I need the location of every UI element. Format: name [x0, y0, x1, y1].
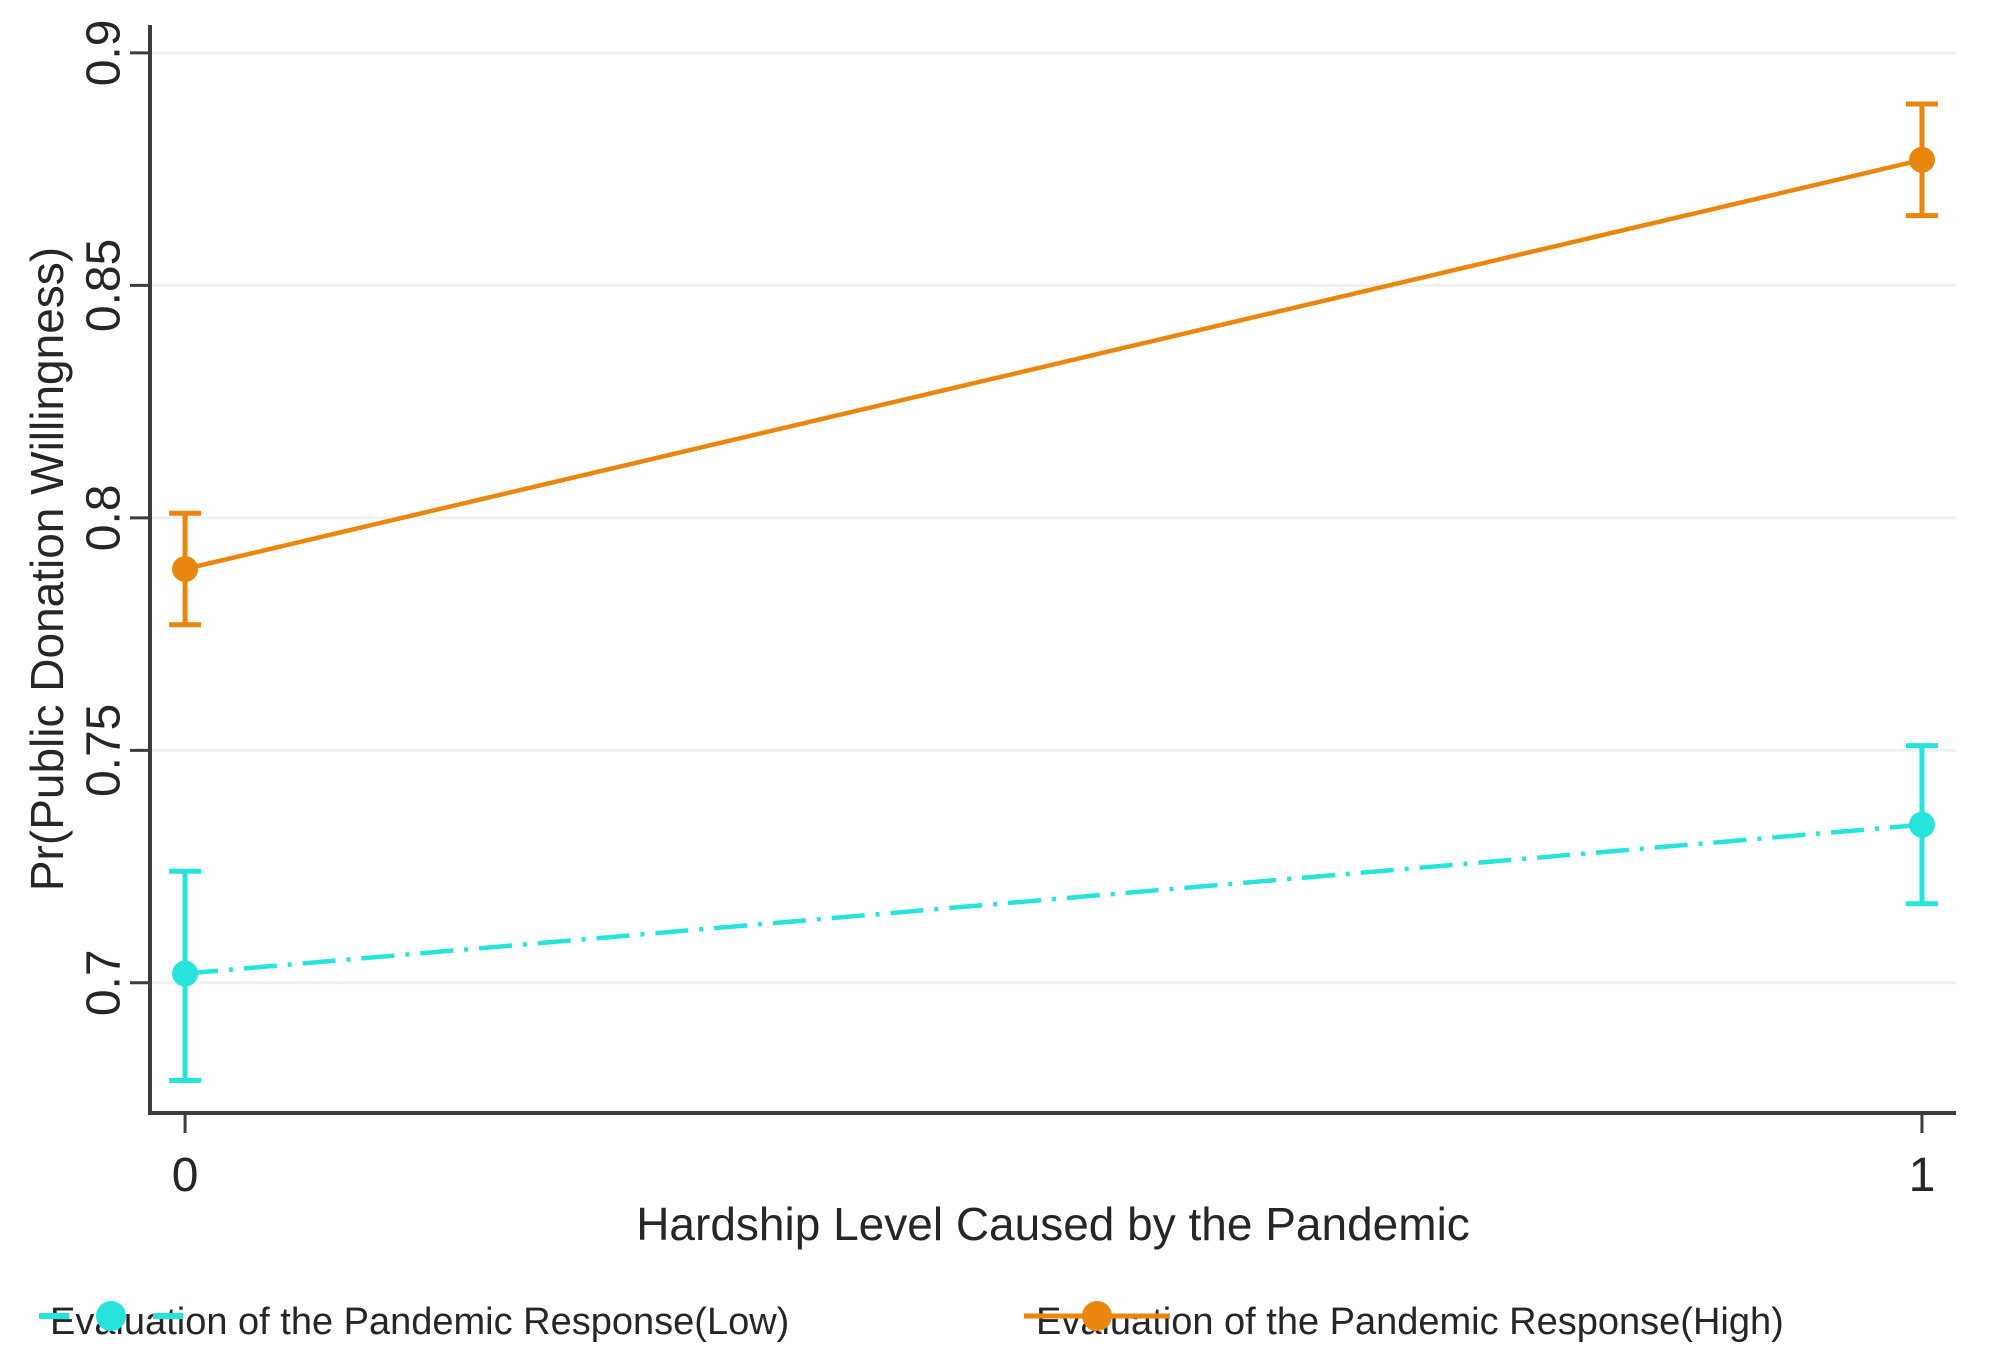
legend-label-low: Evaluation of the Pandemic Response(Low)	[50, 1300, 790, 1343]
data-point	[172, 960, 199, 987]
data-point	[172, 556, 199, 582]
x-tick-label: 0	[172, 1149, 199, 1202]
series-line-1	[184, 157, 1923, 572]
legend-dot	[96, 1301, 126, 1331]
legend-dot	[1082, 1301, 1112, 1331]
y-tick-label: 0.8	[78, 484, 131, 551]
series-line-0	[184, 822, 1923, 976]
data-point	[1908, 811, 1935, 838]
legend-marker-high-icon	[1024, 1301, 1170, 1331]
legend-marker-low-icon	[39, 1301, 183, 1331]
y-tick-label: 0.85	[78, 239, 131, 332]
legend-item-high: Evaluation of the Pandemic Response(High…	[1022, 1294, 1784, 1350]
legend-label-high: Evaluation of the Pandemic Response(High…	[1036, 1300, 1784, 1343]
y-tick-label: 0.7	[78, 949, 131, 1016]
y-tick-label: 0.75	[78, 704, 131, 797]
legend-item-low: Evaluation of the Pandemic Response(Low)	[36, 1294, 789, 1350]
y-axis-title: Pr(Public Donation Willingness)	[21, 247, 73, 891]
data-point	[1908, 146, 1935, 173]
y-tick-label: 0.9	[78, 20, 131, 87]
legend: Evaluation of the Pandemic Response(Low)…	[0, 1294, 2011, 1350]
x-axis-title: Hardship Level Caused by the Pandemic	[636, 1198, 1470, 1250]
x-tick-label: 1	[1909, 1149, 1936, 1202]
